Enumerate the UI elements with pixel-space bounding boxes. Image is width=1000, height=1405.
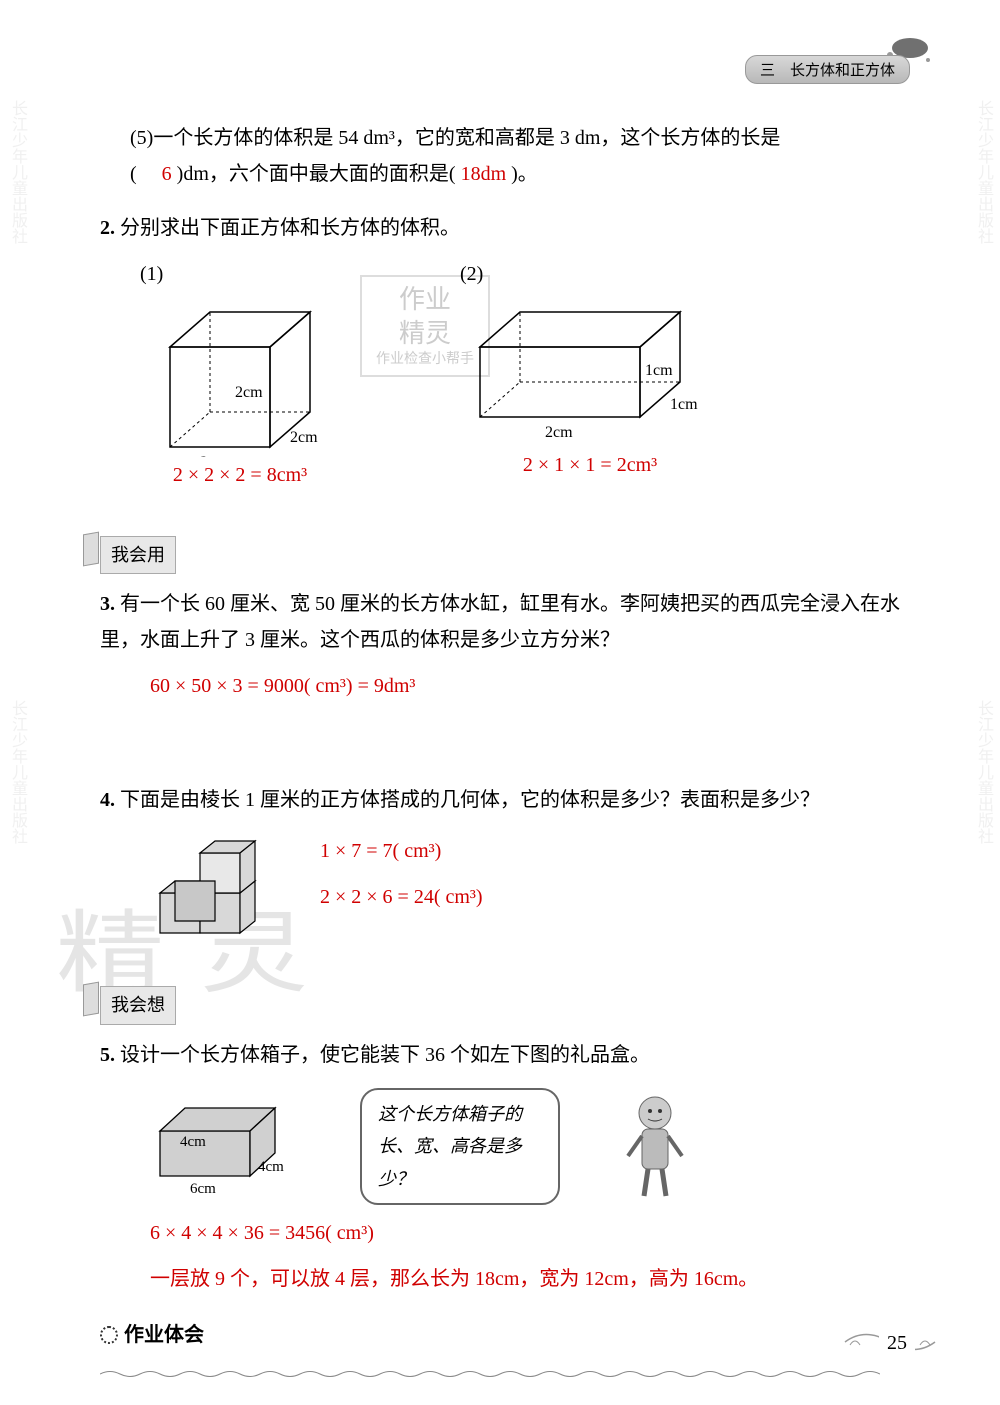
svg-text:2cm: 2cm [290,429,318,446]
q4-answer2: 2 × 2 × 6 = 24( cm³) [320,879,483,915]
q4-number: 4. [100,789,115,811]
fig2-label: (2) [460,256,483,292]
homework-reflection: 作业体会 [100,1317,920,1389]
cuboid-diagram: 1cm 1cm 2cm [460,297,720,447]
problem-3: 3. 有一个长 60 厘米、宽 50 厘米的长方体水缸，缸里有水。李阿姨把买的西… [100,586,920,704]
watermark-publisher: 长江少年儿童出版社 [5,700,29,844]
q1-5-mid: )dm，六个面中最大面的面积是( [177,163,456,185]
wavy-underline [100,1369,880,1377]
q2-number: 2. [100,217,115,239]
watermark-publisher: 长江少年儿童出版社 [971,700,995,844]
watermark-publisher: 长江少年儿童出版社 [5,100,29,244]
gift-box-diagram: 4cm 4cm 6cm [140,1096,300,1196]
cube-diagram: 2cm 2cm 2cm [140,297,340,457]
q3-text: 有一个长 60 厘米、宽 50 厘米的长方体水缸，缸里有水。李阿姨把买的西瓜完全… [100,593,900,651]
q5-answer1: 6 × 4 × 4 × 36 = 3456( cm³) [150,1215,920,1251]
q5-number: 5. [100,1044,115,1066]
q2-fig2-answer: 2 × 1 × 1 = 2cm³ [523,447,657,483]
q5-answer2: 一层放 9 个，可以放 4 层，那么长为 18cm，宽为 12cm，高为 16c… [150,1261,920,1297]
paren: ( [130,163,157,185]
cartoon-character [620,1091,690,1201]
q3-number: 3. [100,593,115,615]
problem-4: 4. 下面是由棱长 1 厘米的正方体搭成的几何体，它的体积是多少？表面积是多少？ [100,782,920,943]
section-tag-think: 我会想 [100,986,176,1024]
q1-5-text: (5)一个长方体的体积是 54 dm³，它的宽和高都是 3 dm，这个长方体的长… [130,127,780,149]
q3-answer: 60 × 50 × 3 = 9000( cm³) = 9dm³ [150,668,920,704]
chapter-badge: 三 长方体和正方体 [745,55,910,84]
svg-text:1cm: 1cm [645,362,673,379]
bullet-icon [100,1326,118,1344]
svg-text:2cm: 2cm [235,384,263,401]
q2-figure-1: (1) 2cm 2cm 2cm 2 × 2 × 2 = 8cm³ [140,256,340,493]
speech-bubble: 这个长方体箱子的长、宽、高各是多少？ [360,1088,560,1205]
q1-5-answer1: 6 [162,163,172,185]
svg-text:2cm: 2cm [545,424,573,441]
q4-text: 下面是由棱长 1 厘米的正方体搭成的几何体，它的体积是多少？表面积是多少？ [120,789,820,811]
fig1-label: (1) [140,256,163,292]
svg-text:4cm: 4cm [258,1159,284,1175]
footer-title: 作业体会 [124,1317,204,1353]
problem-5: 5. 设计一个长方体箱子，使它能装下 36 个如左下图的礼品盒。 4cm 4cm… [100,1037,920,1297]
q5-text: 设计一个长方体箱子，使它能装下 36 个如左下图的礼品盒。 [120,1044,650,1066]
q4-answer1: 1 × 7 = 7( cm³) [320,833,483,869]
stacked-cubes-diagram [140,833,280,943]
q1-5-answer2: 18dm [461,163,507,185]
q2-fig1-answer: 2 × 2 × 2 = 8cm³ [173,457,307,493]
svg-text:1cm: 1cm [670,396,698,413]
q2-figure-2: (2) 1cm 1cm 2cm 2 × 1 × 1 = 2cm³ [460,256,720,493]
problem-2: 2. 分别求出下面正方体和长方体的体积。 (1) 2cm 2cm 2cm 2 ×… [100,210,920,493]
watermark-publisher: 长江少年儿童出版社 [971,100,995,244]
q2-text: 分别求出下面正方体和长方体的体积。 [120,217,460,239]
section-tag-use: 我会用 [100,536,176,574]
q1-5-suffix: )。 [511,163,538,185]
svg-text:4cm: 4cm [180,1134,206,1150]
svg-text:6cm: 6cm [190,1181,216,1196]
problem-1-5: (5)一个长方体的体积是 54 dm³，它的宽和高都是 3 dm，这个长方体的长… [100,120,920,192]
